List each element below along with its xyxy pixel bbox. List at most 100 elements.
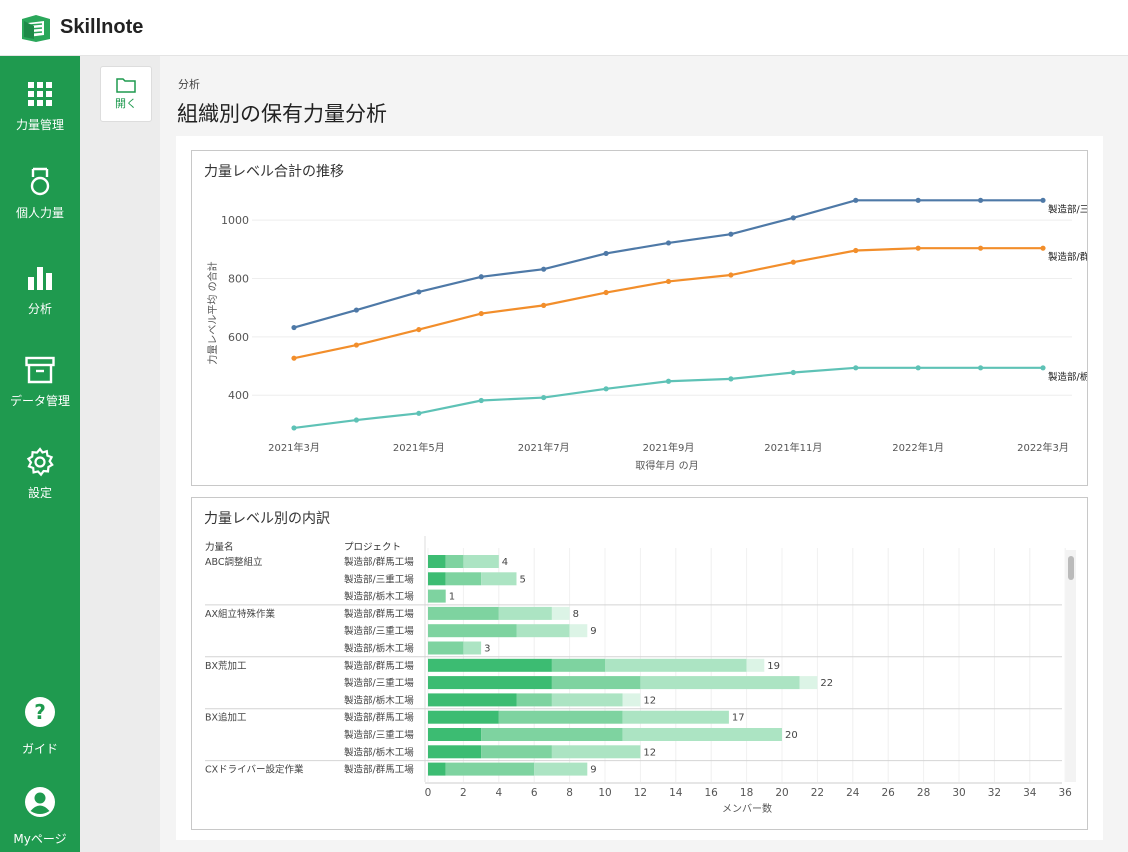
- data-point[interactable]: [353, 307, 360, 313]
- data-point[interactable]: [853, 247, 859, 254]
- data-point[interactable]: [665, 378, 672, 384]
- bar-segment[interactable]: [445, 555, 464, 568]
- data-point[interactable]: [915, 245, 921, 251]
- data-point[interactable]: [790, 259, 796, 265]
- column-header-project[interactable]: プロジェクト: [344, 542, 401, 553]
- bar-segment[interactable]: [428, 676, 552, 690]
- bar-segment[interactable]: [428, 745, 482, 759]
- bar-segment[interactable]: [498, 710, 623, 724]
- bar-segment[interactable]: [640, 676, 800, 690]
- bar-segment[interactable]: [428, 572, 446, 586]
- bar-segment[interactable]: [746, 658, 765, 672]
- bar-segment[interactable]: [463, 641, 482, 655]
- sidebar-item-analysis[interactable]: 分析: [0, 262, 80, 317]
- bar-segment[interactable]: [551, 676, 641, 690]
- bar-segment[interactable]: [551, 606, 570, 620]
- bar-segment[interactable]: [516, 624, 570, 638]
- open-panel-button[interactable]: 開く: [100, 66, 152, 122]
- data-point[interactable]: [665, 240, 672, 246]
- bar-segment[interactable]: [428, 658, 552, 672]
- sidebar-item-guide[interactable]: ? ガイド: [0, 696, 80, 757]
- data-point[interactable]: [915, 365, 921, 371]
- sidebar-item-personal-skill[interactable]: 個人力量: [0, 166, 80, 221]
- data-point[interactable]: [603, 289, 609, 296]
- data-point[interactable]: [728, 231, 734, 237]
- column-header-skill[interactable]: 力量名: [205, 541, 234, 553]
- bar-segment[interactable]: [498, 606, 552, 620]
- data-point[interactable]: [977, 245, 984, 251]
- bar-segment[interactable]: [551, 693, 623, 707]
- data-point[interactable]: [915, 197, 921, 203]
- data-point[interactable]: [541, 266, 547, 272]
- archive-icon: [24, 354, 56, 386]
- data-point[interactable]: [416, 410, 422, 416]
- bar-segment[interactable]: [481, 728, 623, 741]
- skill-name[interactable]: ABC調整組立: [205, 556, 262, 568]
- data-point[interactable]: [291, 425, 297, 431]
- bar-segment[interactable]: [445, 572, 482, 586]
- bar-segment[interactable]: [622, 693, 641, 707]
- bar-segment[interactable]: [481, 745, 552, 759]
- bar-segment[interactable]: [534, 762, 588, 776]
- bar-segment[interactable]: [516, 693, 552, 707]
- data-point[interactable]: [353, 417, 360, 423]
- scrollbar-track[interactable]: [1066, 550, 1076, 782]
- sidebar-item-data-management[interactable]: データ管理: [0, 354, 80, 409]
- data-point[interactable]: [416, 289, 422, 295]
- data-point[interactable]: [977, 197, 984, 203]
- data-point[interactable]: [977, 365, 984, 371]
- data-point[interactable]: [541, 394, 547, 401]
- data-point[interactable]: [728, 376, 734, 382]
- sidebar-item-skill-management[interactable]: 力量管理: [0, 78, 80, 133]
- bar-segment[interactable]: [428, 728, 482, 741]
- skill-name[interactable]: CXドライバー設定作業: [205, 764, 304, 776]
- data-point[interactable]: [291, 355, 297, 361]
- skill-name[interactable]: BX荒加工: [205, 661, 247, 672]
- data-point[interactable]: [416, 326, 422, 333]
- data-point[interactable]: [603, 250, 609, 257]
- data-point[interactable]: [790, 369, 796, 376]
- bar-segment[interactable]: [428, 641, 464, 655]
- bar-segment[interactable]: [622, 728, 782, 741]
- data-point[interactable]: [665, 278, 672, 285]
- bar-segment[interactable]: [428, 693, 517, 707]
- data-point[interactable]: [478, 310, 484, 317]
- bar-segment[interactable]: [428, 589, 446, 603]
- data-point[interactable]: [790, 215, 796, 221]
- bar-segment[interactable]: [428, 555, 446, 568]
- data-point[interactable]: [603, 386, 609, 392]
- sidebar-item-settings[interactable]: 設定: [0, 446, 80, 501]
- bar-segment[interactable]: [569, 624, 588, 638]
- data-point[interactable]: [1040, 197, 1046, 203]
- bar-segment[interactable]: [428, 762, 446, 776]
- bar-segment[interactable]: [428, 710, 499, 724]
- data-point[interactable]: [853, 197, 859, 203]
- bar-segment[interactable]: [622, 710, 729, 724]
- project-name: 製造部/三重工場: [344, 729, 414, 741]
- bar-segment[interactable]: [481, 572, 517, 586]
- data-point[interactable]: [853, 365, 859, 371]
- data-point[interactable]: [1040, 245, 1046, 251]
- bar-segment[interactable]: [463, 555, 499, 568]
- data-point[interactable]: [1040, 365, 1046, 371]
- data-point[interactable]: [728, 272, 734, 278]
- sidebar-item-mypage[interactable]: Myページ: [0, 786, 80, 847]
- data-point[interactable]: [478, 397, 484, 404]
- breadcrumb[interactable]: 分析: [178, 78, 200, 91]
- app-logo[interactable]: Skillnote: [20, 13, 143, 43]
- data-point[interactable]: [541, 302, 547, 308]
- skill-name[interactable]: BX追加工: [205, 712, 247, 724]
- bar-segment[interactable]: [445, 762, 535, 776]
- bar-segment[interactable]: [605, 658, 747, 672]
- bar-segment[interactable]: [428, 624, 517, 638]
- bar-segment[interactable]: [551, 745, 641, 759]
- skill-name[interactable]: AX組立特殊作業: [205, 608, 276, 620]
- bar-segment[interactable]: [551, 658, 605, 672]
- data-point[interactable]: [291, 324, 297, 331]
- scrollbar-thumb[interactable]: [1068, 556, 1074, 580]
- bar-segment[interactable]: [428, 606, 499, 620]
- bar-segment[interactable]: [799, 676, 818, 690]
- project-name: 製造部/群馬工場: [344, 764, 414, 776]
- data-point[interactable]: [353, 342, 360, 348]
- data-point[interactable]: [478, 274, 484, 280]
